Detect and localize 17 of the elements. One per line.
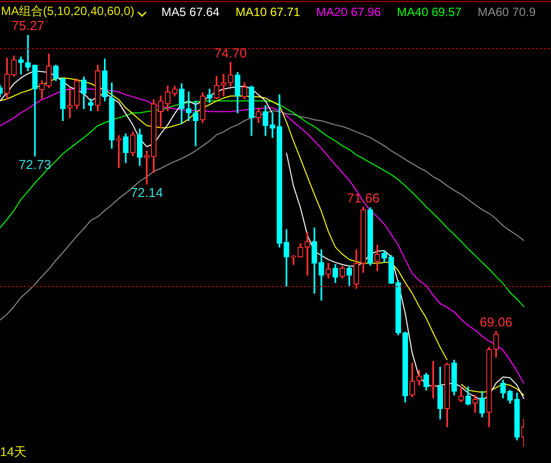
text: MA10 67.71 [235, 4, 300, 18]
text: MA5 67.64 [161, 4, 220, 18]
candlestick [25, 35, 31, 72]
text: 69.06 [480, 314, 512, 330]
annotation: 14天 [0, 444, 27, 461]
candlestick [18, 56, 24, 74]
candlestick [270, 112, 276, 138]
text: 74.70 [214, 45, 247, 60]
text: MA40 69.57 [396, 4, 462, 18]
text: 72.73 [18, 157, 52, 172]
candlestick [290, 255, 296, 265]
chart-title: MA组合(5,10,20,40,60,0) [1, 3, 134, 20]
text: MA20 67.96 [316, 4, 381, 18]
text: MA60 70.9 [478, 4, 536, 18]
text: 75.27 [12, 18, 44, 34]
candlestick [220, 74, 226, 96]
text: 72.14 [130, 185, 163, 200]
